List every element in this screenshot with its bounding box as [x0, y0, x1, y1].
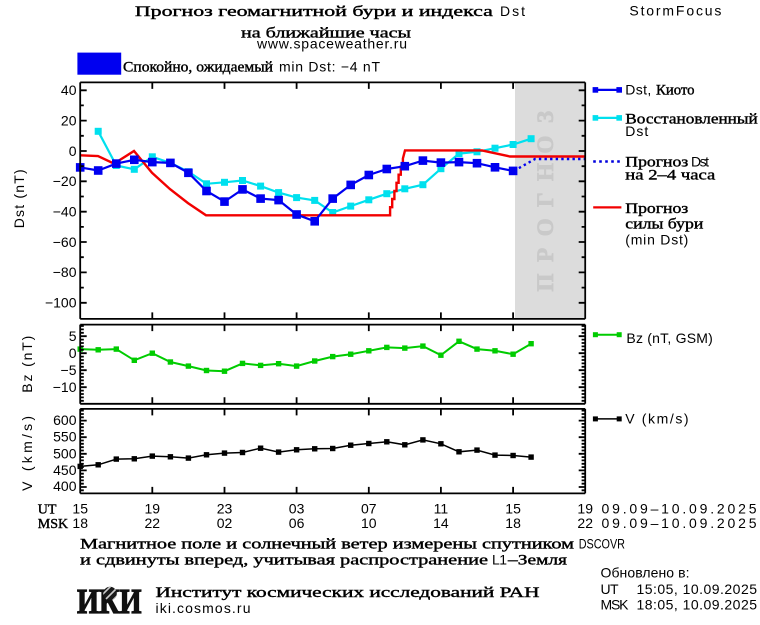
- svg-text:18:05, 10.09.2025: 18:05, 10.09.2025: [637, 597, 758, 613]
- svg-text:23: 23: [217, 500, 233, 516]
- svg-text:З: З: [533, 111, 558, 123]
- svg-text:Dst: Dst: [625, 123, 648, 139]
- svg-text:О: О: [533, 218, 558, 236]
- svg-text:−20: −20: [53, 173, 77, 189]
- svg-text:V (km/s): V (km/s): [625, 411, 688, 427]
- svg-text:(min Dst): (min Dst): [625, 231, 688, 247]
- svg-text:600: 600: [53, 412, 77, 428]
- svg-text:Прогноз: Прогноз: [625, 154, 688, 170]
- svg-text:450: 450: [53, 462, 77, 478]
- svg-text:−60: −60: [53, 234, 77, 250]
- svg-text:Институт космических исследова: Институт космических исследований РАН: [156, 585, 540, 601]
- svg-text:40: 40: [61, 82, 77, 98]
- svg-text:Прогноз: Прогноз: [625, 201, 688, 217]
- svg-text:550: 550: [53, 429, 77, 445]
- svg-text:07: 07: [361, 500, 377, 516]
- svg-text:03: 03: [289, 500, 305, 516]
- svg-text:14: 14: [433, 515, 449, 531]
- svg-text:Обновлено в:: Обновлено в:: [601, 565, 690, 581]
- svg-text:П: П: [533, 273, 558, 291]
- svg-text:Магнитное поле и солнечный вет: Магнитное поле и солнечный ветер измерен…: [80, 536, 575, 552]
- svg-text:−10: −10: [53, 379, 77, 395]
- svg-text:Bz (nT, GSM): Bz (nT, GSM): [626, 330, 712, 346]
- svg-text:Р: Р: [533, 248, 558, 262]
- svg-text:06: 06: [289, 515, 305, 531]
- svg-text:Н: Н: [533, 163, 558, 181]
- svg-text:MSK: MSK: [601, 597, 630, 613]
- svg-text:–Земля: –Земля: [507, 552, 567, 568]
- svg-text:18: 18: [72, 515, 88, 531]
- svg-text:Прогноз геомагнитной бури и ин: Прогноз геомагнитной бури и индекса: [135, 4, 493, 20]
- svg-text:Dst: Dst: [691, 153, 709, 169]
- svg-text:Dst,: Dst,: [625, 81, 651, 97]
- svg-text:UT: UT: [38, 502, 57, 517]
- svg-text:22: 22: [145, 515, 161, 531]
- svg-text:18: 18: [505, 515, 521, 531]
- svg-text:400: 400: [53, 478, 77, 494]
- svg-text:StormFocus: StormFocus: [629, 2, 721, 18]
- svg-text:Киото: Киото: [656, 82, 695, 98]
- svg-text:0: 0: [69, 143, 77, 159]
- svg-text:20: 20: [61, 113, 77, 129]
- svg-text:500: 500: [53, 446, 77, 462]
- svg-text:19: 19: [577, 500, 593, 516]
- svg-text:Г: Г: [533, 192, 558, 207]
- svg-text:силы бури: силы бури: [625, 216, 703, 232]
- svg-text:L1: L1: [492, 551, 507, 567]
- svg-text:Dst (nT): Dst (nT): [11, 169, 27, 228]
- svg-text:−40: −40: [53, 204, 77, 220]
- svg-text:15:05, 10.09.2025: 15:05, 10.09.2025: [637, 581, 758, 597]
- svg-text:и сдвинуты вперед, учитывая ра: и сдвинуты вперед, учитывая распростране…: [80, 552, 488, 568]
- svg-text:11: 11: [434, 500, 449, 516]
- svg-text:Bz (nT): Bz (nT): [19, 336, 35, 393]
- svg-text:09.09–10.09.2025: 09.09–10.09.2025: [602, 500, 757, 516]
- svg-text:−100: −100: [45, 295, 77, 311]
- svg-text:UT: UT: [601, 581, 619, 597]
- svg-text:09.09–10.09.2025: 09.09–10.09.2025: [602, 515, 757, 531]
- svg-text:5: 5: [69, 328, 77, 344]
- svg-text:Dst: Dst: [500, 3, 525, 19]
- svg-text:10: 10: [361, 515, 377, 531]
- svg-text:02: 02: [217, 515, 233, 531]
- svg-text:22: 22: [577, 515, 593, 531]
- svg-text:0: 0: [69, 345, 77, 361]
- svg-text:на ближайшие часы: на ближайшие часы: [241, 25, 411, 41]
- svg-text:iki.cosmos.ru: iki.cosmos.ru: [156, 600, 251, 616]
- svg-text:Восстановленный: Восстановленный: [625, 111, 757, 127]
- svg-text:на 2–4 часа: на 2–4 часа: [625, 168, 715, 184]
- svg-text:Спокойно, ожидаемый: Спокойно, ожидаемый: [123, 59, 273, 75]
- svg-text:15: 15: [72, 500, 88, 516]
- svg-text:−80: −80: [53, 264, 77, 280]
- svg-text:min Dst: −4 nT: min Dst: −4 nT: [279, 58, 380, 74]
- svg-text:MSK: MSK: [38, 517, 68, 532]
- svg-text:DSCOVR: DSCOVR: [579, 536, 625, 551]
- svg-text:www.spaceweather.ru: www.spaceweather.ru: [256, 36, 407, 52]
- svg-text:19: 19: [145, 500, 161, 516]
- svg-text:О: О: [533, 136, 558, 154]
- svg-text:−5: −5: [61, 362, 77, 378]
- svg-text:15: 15: [505, 500, 521, 516]
